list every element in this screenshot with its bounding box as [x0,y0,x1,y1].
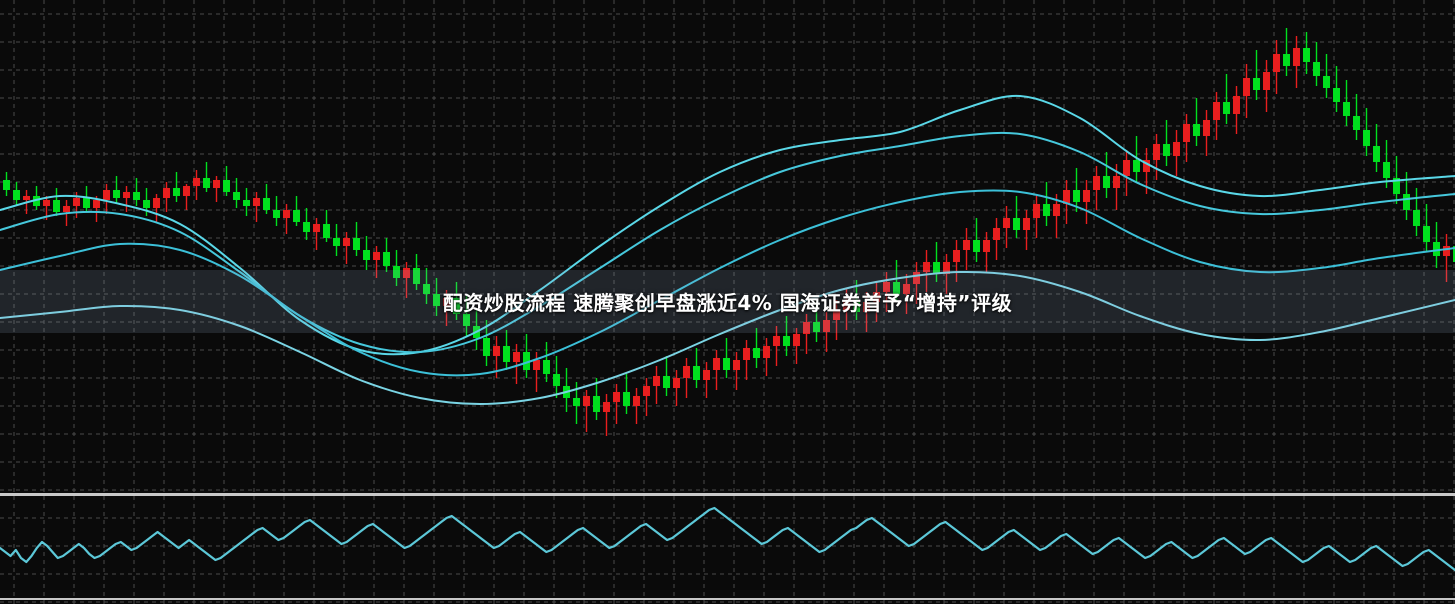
panel-separators [0,493,1455,600]
candlestick-series [3,28,1455,436]
moving-average-lines [0,94,1455,405]
headline-overlay-band: 配资炒股流程 速腾聚创早盘涨近4% 国海证券首予“增持”评级 [0,270,1455,333]
indicator-line [0,506,1455,572]
headline-title: 配资炒股流程 速腾聚创早盘涨近4% 国海证券首予“增持”评级 [442,291,1013,315]
